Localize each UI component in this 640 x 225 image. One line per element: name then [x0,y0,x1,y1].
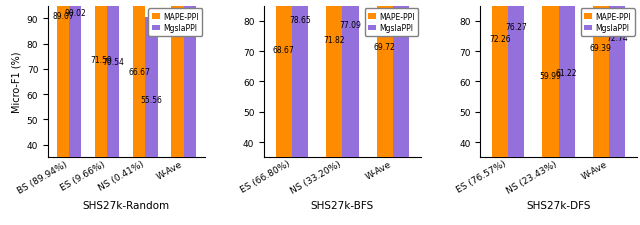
Text: 90.02: 90.02 [64,9,86,18]
Text: 71.82: 71.82 [324,36,345,45]
Text: 69.72: 69.72 [374,43,396,52]
X-axis label: SHS27k-BFS: SHS27k-BFS [311,200,374,210]
Bar [559,0,575,158]
Text: 55.56: 55.56 [141,96,163,105]
Bar [108,0,120,158]
Text: 66.67: 66.67 [129,68,150,77]
Text: 88.0: 88.0 [181,14,198,23]
Legend: MAPE-PPI, MgslaPPI: MAPE-PPI, MgslaPPI [580,9,634,37]
Text: 87.3: 87.3 [169,16,186,25]
Text: 59.99: 59.99 [540,72,561,81]
Bar [609,0,625,158]
Text: 71.59: 71.59 [90,56,112,65]
Bar [184,0,196,158]
Text: 72.26: 72.26 [489,35,511,44]
Bar [393,0,409,158]
Legend: MAPE-PPI, MgslaPPI: MAPE-PPI, MgslaPPI [148,9,202,37]
Bar [508,0,524,158]
Bar [95,0,108,158]
Bar [172,0,184,158]
Text: 77.09: 77.09 [340,20,362,29]
Bar [133,0,145,158]
Text: 70.54: 70.54 [102,58,124,67]
Legend: MAPE-PPI, MgslaPPI: MAPE-PPI, MgslaPPI [365,9,419,37]
Bar [69,0,81,158]
Bar [492,0,508,158]
Bar [57,0,69,158]
Bar [292,0,308,158]
X-axis label: SHS27k-Random: SHS27k-Random [83,200,170,210]
Bar [145,18,157,158]
Bar [326,0,342,158]
Text: 61.22: 61.22 [556,68,577,77]
Text: 76.27: 76.27 [505,23,527,32]
Bar [377,0,393,158]
Bar [342,0,358,158]
Bar [276,0,292,158]
Text: 72.74: 72.74 [606,34,628,43]
Y-axis label: Micro-F1 (%): Micro-F1 (%) [12,52,21,113]
Text: 78.13: 78.13 [390,17,412,26]
Text: 89.07: 89.07 [52,12,74,21]
Bar [593,0,609,158]
Text: 68.67: 68.67 [273,46,294,55]
Text: 69.39: 69.39 [590,44,612,53]
Bar [542,0,559,158]
X-axis label: SHS27k-DFS: SHS27k-DFS [526,200,591,210]
Text: 78.65: 78.65 [289,16,311,25]
